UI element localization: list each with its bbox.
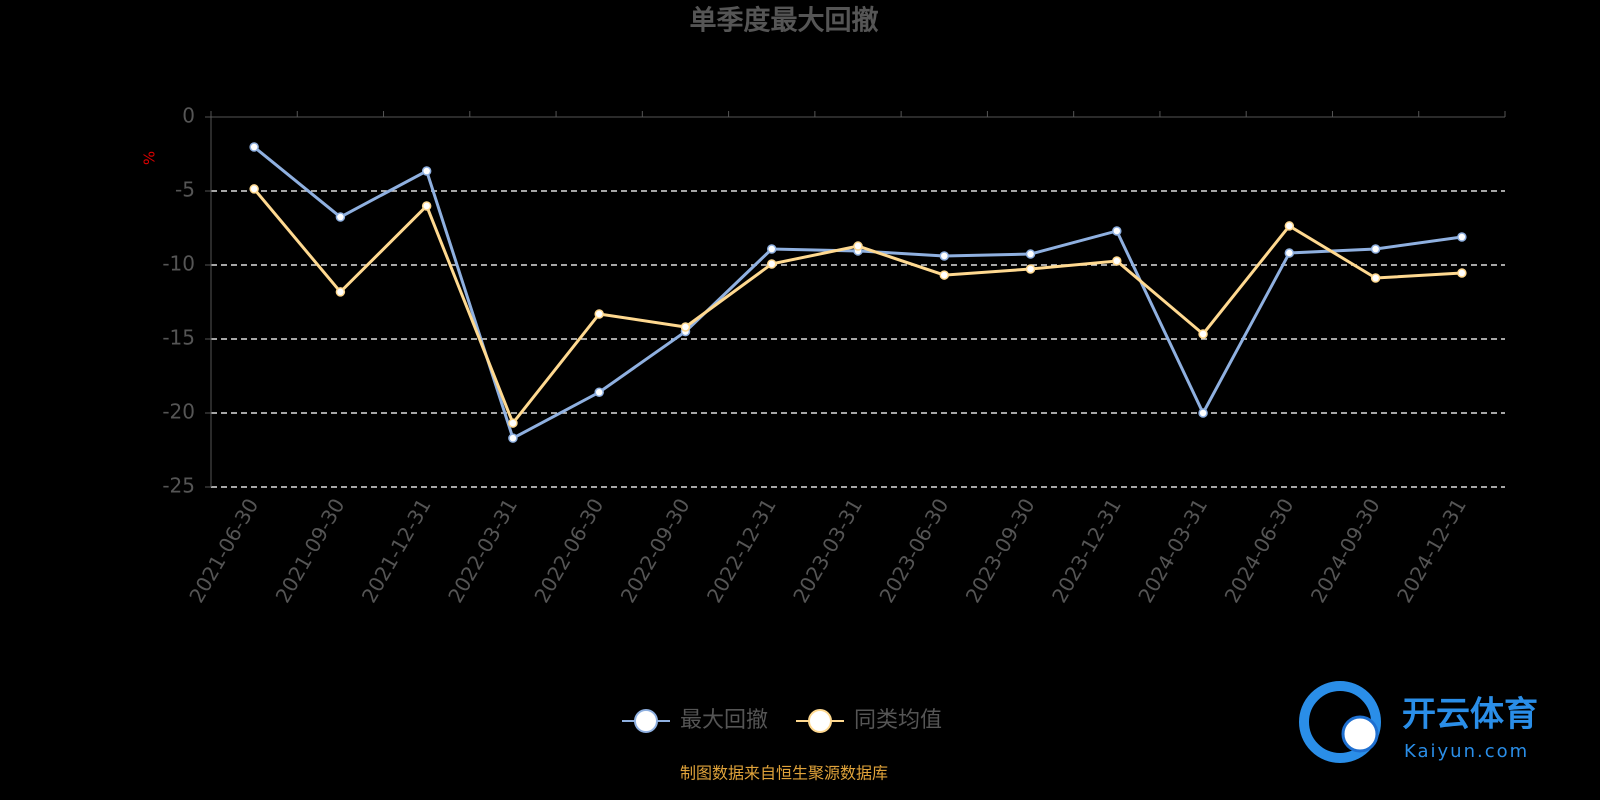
data-point xyxy=(508,433,518,443)
legend-marker xyxy=(808,709,832,733)
data-point xyxy=(1370,273,1381,283)
data-point xyxy=(335,212,346,222)
y-tick-label: -15 xyxy=(162,326,195,350)
data-point xyxy=(766,259,777,269)
data-point xyxy=(421,166,432,176)
data-point xyxy=(1025,264,1036,274)
data-point xyxy=(508,418,518,428)
data-point xyxy=(594,309,604,319)
data-point xyxy=(1198,408,1208,418)
data-point xyxy=(1112,226,1122,236)
data-point xyxy=(1025,249,1036,259)
data-point xyxy=(1284,221,1295,231)
logo-ball xyxy=(1341,715,1379,753)
data-point xyxy=(421,201,432,211)
source-note: 制图数据来自恒生聚源数据库 xyxy=(680,764,888,783)
data-point xyxy=(766,244,777,254)
logo-ring xyxy=(1299,681,1381,763)
data-point xyxy=(939,270,950,280)
data-point xyxy=(680,322,691,332)
data-point xyxy=(249,184,259,194)
data-point xyxy=(1457,268,1467,278)
y-tick-label: -25 xyxy=(162,474,195,498)
chart-title: 单季度最大回撤 xyxy=(690,5,879,37)
y-tick-label: -10 xyxy=(162,252,195,276)
legend-label: 最大回撤 xyxy=(680,708,768,733)
data-point xyxy=(1457,232,1467,242)
watermark: 开云体育 Kaiyun.com xyxy=(1299,681,1538,763)
watermark-name: 开云体育 xyxy=(1402,695,1538,735)
data-point xyxy=(1284,248,1295,258)
legend-marker xyxy=(634,709,658,733)
data-point xyxy=(939,251,950,261)
data-point xyxy=(594,387,604,398)
data-point xyxy=(1112,256,1122,266)
watermark-url: Kaiyun.com xyxy=(1404,741,1529,762)
data-point xyxy=(853,241,863,251)
y-tick-label: -5 xyxy=(175,178,195,202)
y-tick-label: -20 xyxy=(162,400,195,424)
data-point xyxy=(1198,329,1208,339)
data-point xyxy=(335,287,346,297)
y-axis-label: % xyxy=(141,151,159,165)
y-tick-label: 0 xyxy=(182,104,195,128)
data-point xyxy=(249,142,259,152)
legend-label: 同类均值 xyxy=(854,708,942,733)
data-point xyxy=(1370,244,1381,254)
